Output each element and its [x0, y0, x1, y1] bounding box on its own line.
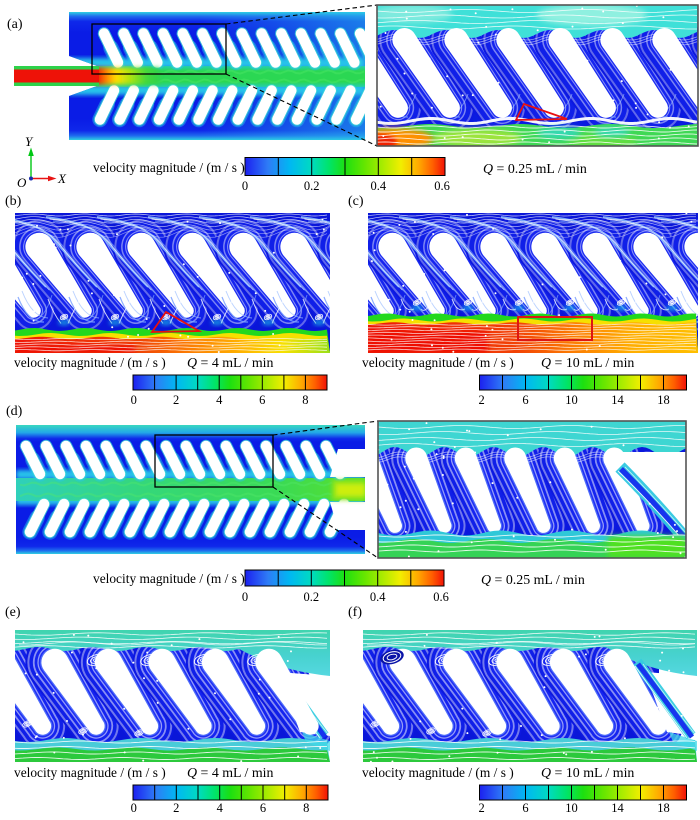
svg-text:0.6: 0.6: [434, 179, 450, 193]
svg-text:(b): (b): [5, 194, 22, 209]
svg-text:0.2: 0.2: [304, 179, 320, 193]
svg-text:O: O: [17, 175, 27, 190]
svg-text:10: 10: [565, 393, 578, 407]
svg-text:velocity magnitude / (m / s ): velocity magnitude / (m / s ): [362, 355, 514, 370]
svg-text:(a): (a): [7, 17, 23, 32]
svg-text:6: 6: [522, 393, 528, 407]
svg-text:0: 0: [131, 801, 137, 815]
svg-text:6: 6: [522, 801, 528, 815]
svg-text:0.4: 0.4: [370, 590, 386, 604]
svg-text:14: 14: [611, 393, 624, 407]
svg-text:2: 2: [173, 393, 179, 407]
svg-text:velocity magnitude / (m / s ): velocity magnitude / (m / s ): [14, 765, 166, 780]
svg-text:(d): (d): [6, 404, 23, 419]
svg-text:Q = 0.25 mL / min: Q = 0.25 mL / min: [483, 162, 587, 177]
svg-text:0: 0: [242, 590, 248, 604]
svg-text:10: 10: [565, 801, 578, 815]
svg-text:14: 14: [611, 801, 624, 815]
svg-text:4: 4: [216, 393, 223, 407]
svg-text:2: 2: [478, 393, 484, 407]
svg-text:Q = 0.25 mL / min: Q = 0.25 mL / min: [481, 573, 585, 588]
svg-text:2: 2: [173, 801, 179, 815]
svg-text:18: 18: [657, 393, 670, 407]
svg-text:6: 6: [259, 393, 265, 407]
svg-text:2: 2: [478, 801, 484, 815]
svg-text:4: 4: [217, 801, 224, 815]
svg-text:0: 0: [242, 179, 248, 193]
svg-text:Q = 10 mL / min: Q = 10 mL / min: [541, 356, 634, 371]
svg-text:6: 6: [260, 801, 266, 815]
svg-text:velocity magnitude / (m / s ): velocity magnitude / (m / s ): [93, 160, 245, 175]
svg-text:velocity magnitude / (m / s ): velocity magnitude / (m / s ): [93, 571, 245, 586]
svg-text:(e): (e): [5, 605, 21, 620]
svg-text:8: 8: [302, 393, 308, 407]
svg-text:0.4: 0.4: [370, 179, 386, 193]
svg-text:0: 0: [131, 393, 137, 407]
svg-text:Y: Y: [25, 134, 34, 149]
svg-text:(c): (c): [348, 194, 364, 209]
svg-text:Q = 10 mL / min: Q = 10 mL / min: [541, 766, 634, 781]
svg-text:(f): (f): [348, 605, 362, 620]
svg-text:X: X: [57, 171, 67, 186]
svg-text:Q = 4 mL / min: Q = 4 mL / min: [187, 356, 273, 371]
svg-text:velocity magnitude / (m / s ): velocity magnitude / (m / s ): [362, 765, 514, 780]
svg-text:18: 18: [657, 801, 670, 815]
svg-text:velocity magnitude / (m / s ): velocity magnitude / (m / s ): [14, 355, 166, 370]
svg-text:8: 8: [303, 801, 309, 815]
svg-text:0.2: 0.2: [303, 590, 319, 604]
svg-text:Q = 4 mL / min: Q = 4 mL / min: [187, 766, 273, 781]
svg-text:0.6: 0.6: [433, 590, 449, 604]
